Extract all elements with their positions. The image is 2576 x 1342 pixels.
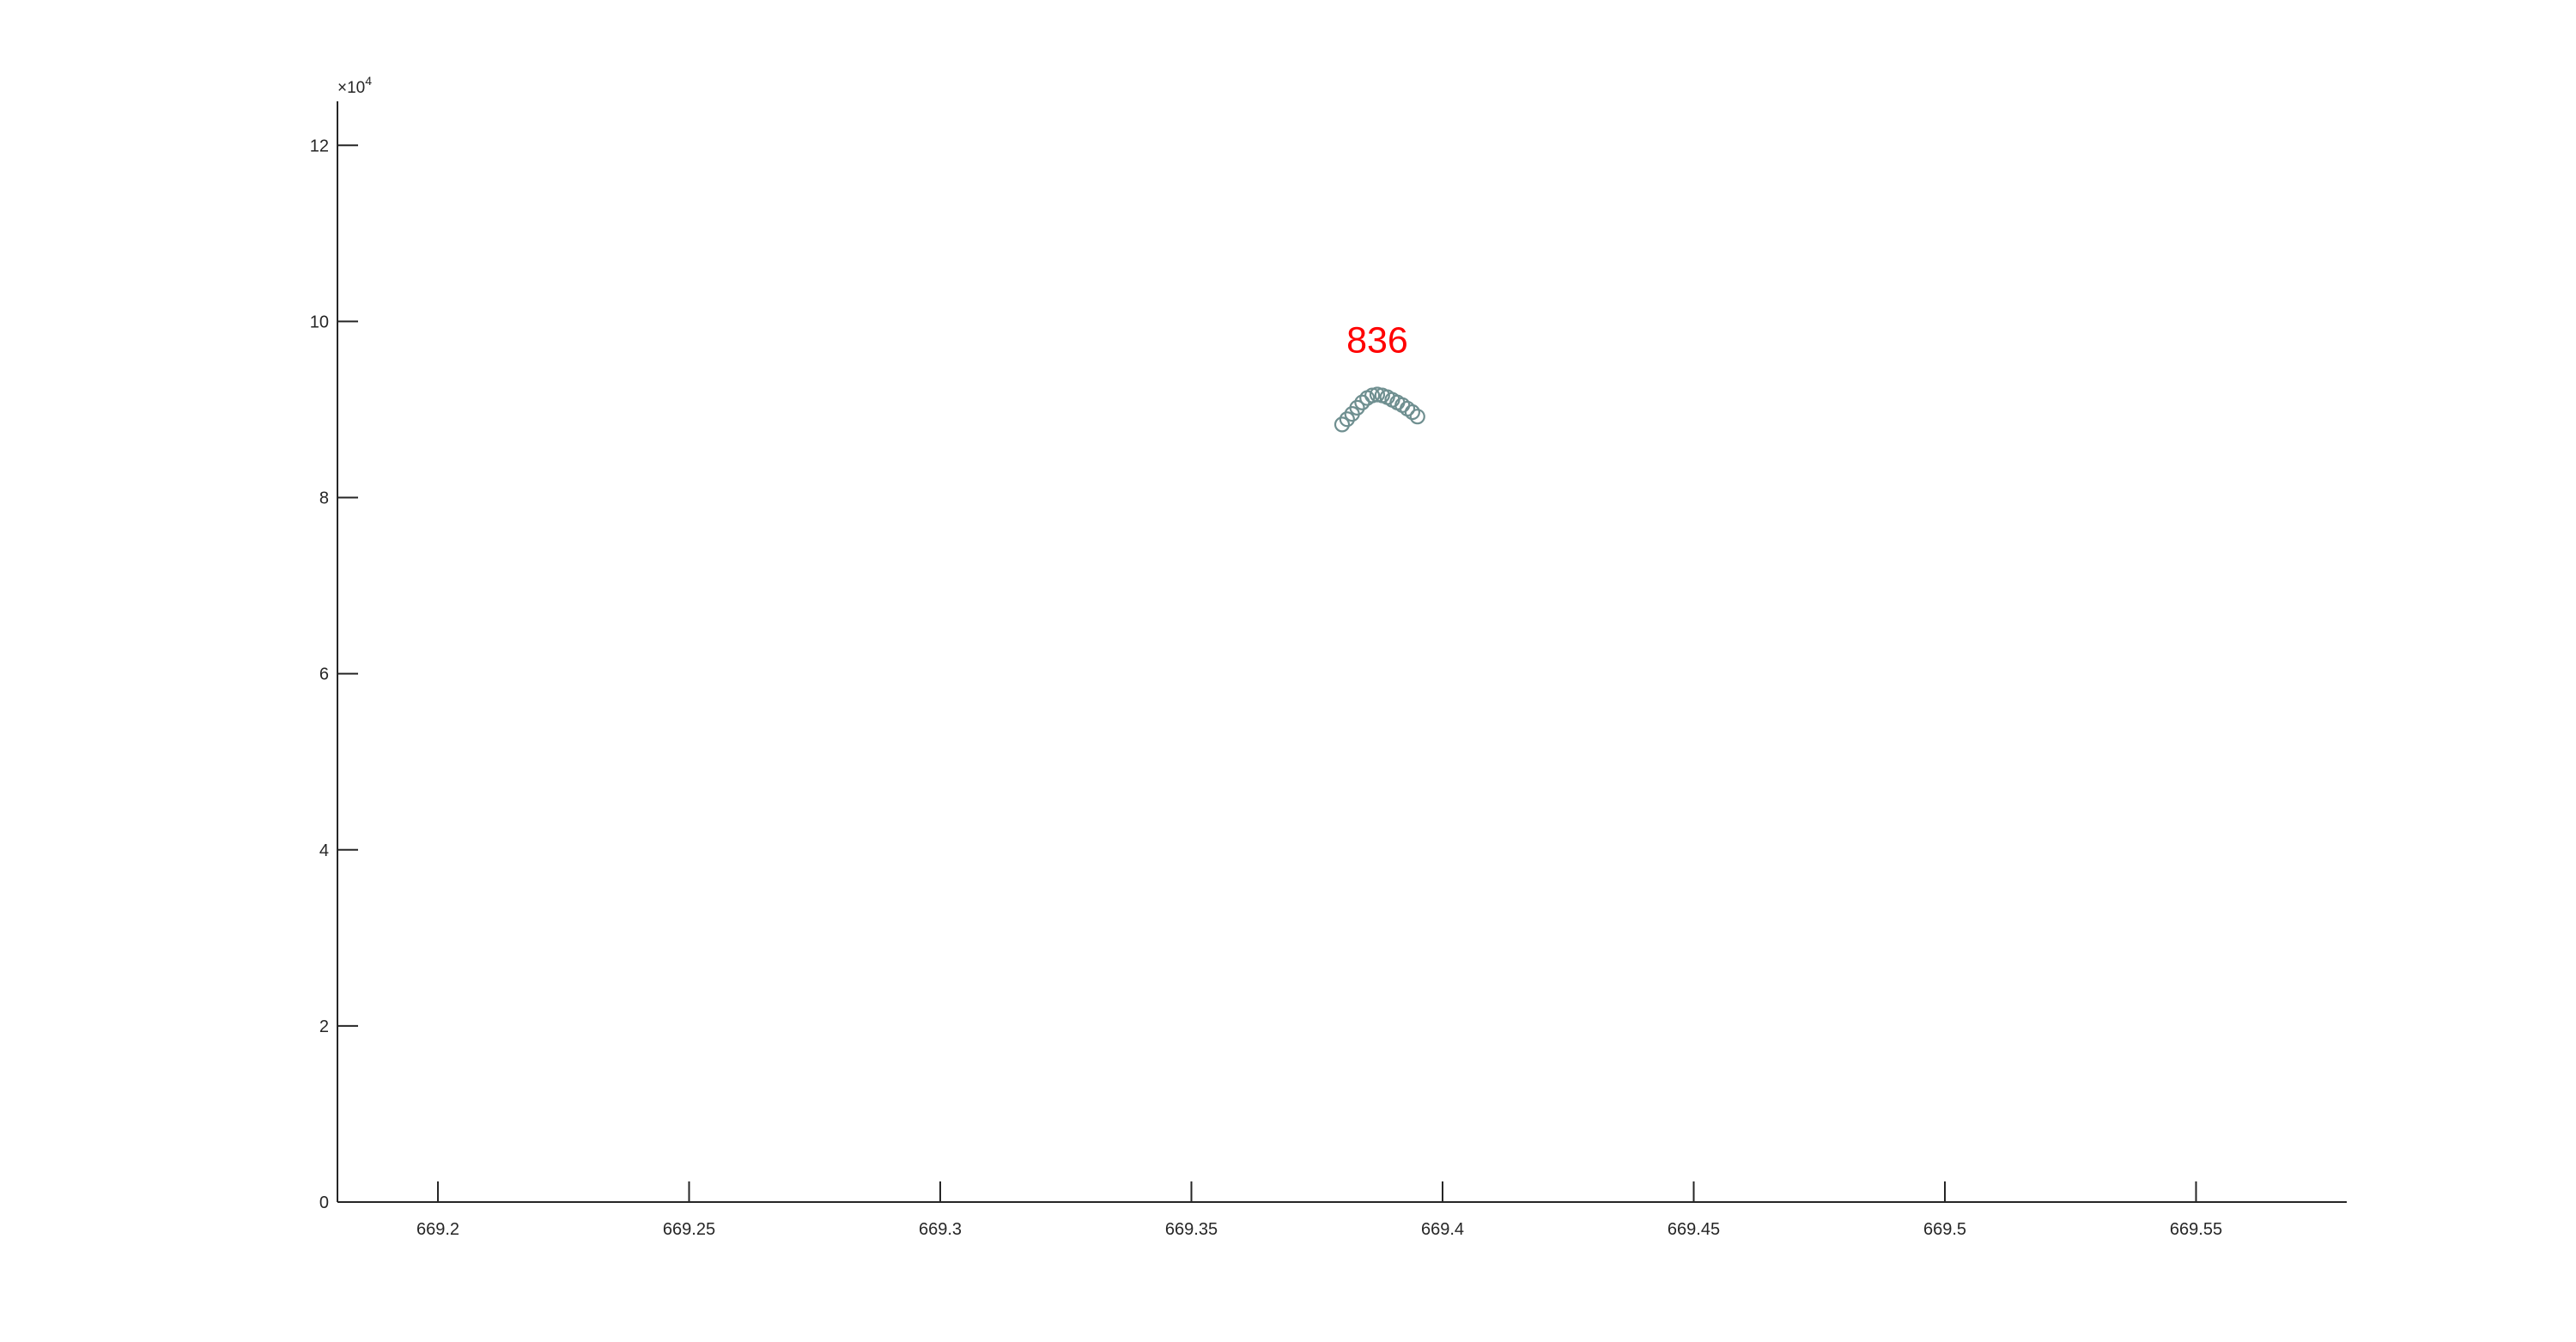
y-tick-label: 10 (310, 313, 329, 331)
x-tick-label: 669.35 (1165, 1220, 1218, 1239)
x-tick-label: 669.4 (1421, 1220, 1464, 1239)
data-point (1349, 399, 1365, 416)
y-tick-label: 12 (310, 137, 329, 155)
data-point (1334, 416, 1351, 433)
x-tick-label: 669.55 (2170, 1220, 2222, 1239)
axes (337, 101, 2347, 1203)
peak-annotation: 836 (1346, 319, 1408, 361)
data-point (1364, 387, 1381, 404)
y-tick-label: 6 (319, 665, 329, 684)
x-tick-label: 669.45 (1668, 1220, 1720, 1239)
y-tick-label: 4 (319, 841, 329, 860)
y-tick-label: 2 (319, 1017, 329, 1036)
data-point (1409, 409, 1425, 425)
ticks: 669.2 669.25 669.3 669.35 669.4 669.45 669.5 66… (310, 74, 2222, 1239)
y-exponent-label: ×104 (337, 74, 372, 97)
x-tick-label: 669.5 (1923, 1220, 1966, 1239)
annotations: 836 (1346, 319, 1408, 361)
data-points (1334, 386, 1425, 433)
x-tick-label: 669.2 (416, 1220, 459, 1239)
data-point (1339, 411, 1355, 428)
x-tick-label: 669.25 (663, 1220, 715, 1239)
data-point (1404, 404, 1421, 421)
data-point (1369, 386, 1386, 403)
x-tick-label: 669.3 (919, 1220, 962, 1239)
y-tick-label: 8 (319, 489, 329, 508)
y-tick-label: 0 (319, 1193, 329, 1212)
